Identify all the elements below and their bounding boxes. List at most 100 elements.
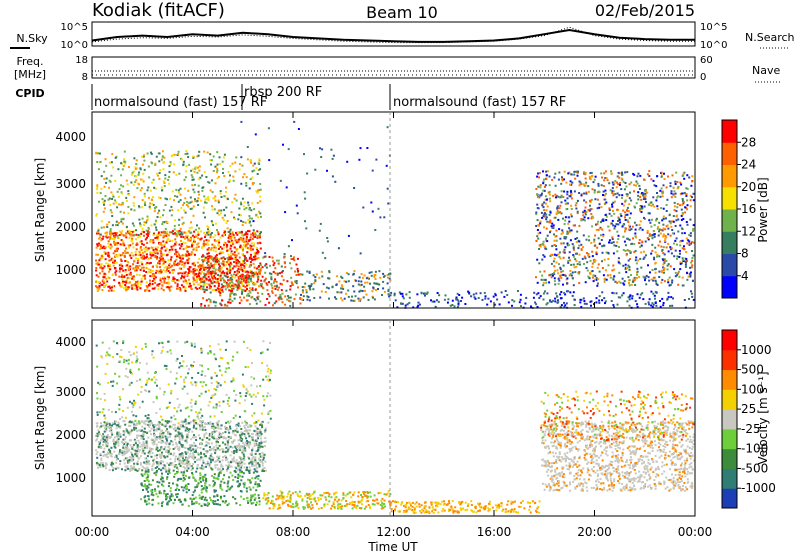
- echo-cell: [290, 267, 293, 270]
- echo-cell: [154, 219, 157, 222]
- echo-cell: [585, 181, 588, 184]
- echo-cell: [133, 428, 136, 431]
- echo-cell: [326, 240, 329, 243]
- echo-cell: [121, 192, 124, 195]
- echo-cell: [163, 181, 166, 184]
- echo-cell: [656, 175, 659, 178]
- echo-cell: [253, 251, 256, 254]
- echo-cell: [299, 302, 302, 305]
- echo-cell: [117, 195, 120, 198]
- echo-cell: [124, 423, 127, 426]
- echo-cell: [631, 225, 634, 228]
- colorbar-tick-label: 20: [741, 180, 756, 194]
- echo-cell: [174, 446, 177, 449]
- echo-cell: [177, 189, 180, 192]
- echo-cell: [182, 241, 185, 244]
- echo-cell: [132, 458, 135, 461]
- echo-cell: [584, 206, 587, 209]
- echo-cell: [226, 244, 229, 247]
- echo-cell: [274, 288, 277, 290]
- echo-cell: [118, 284, 121, 287]
- echo-cell: [188, 269, 191, 272]
- echo-cell: [590, 171, 593, 174]
- echo-cell: [95, 274, 98, 277]
- echo-cell: [555, 196, 557, 199]
- echo-cell: [195, 439, 198, 441]
- echo-cell: [608, 207, 611, 210]
- echo-cell: [189, 452, 192, 455]
- echo-cell: [541, 258, 544, 261]
- echo-cell: [105, 277, 108, 280]
- echo-cell: [644, 240, 647, 243]
- echo-cell: [590, 217, 593, 220]
- echo-cell: [181, 257, 184, 260]
- echo-cell: [205, 201, 208, 204]
- echo-cell: [221, 299, 224, 302]
- echo-cell: [140, 240, 143, 243]
- echo-cell: [237, 277, 240, 280]
- echo-cell: [567, 244, 570, 246]
- echo-cell: [537, 232, 540, 235]
- echo-cell: [129, 425, 132, 427]
- echo-cell: [230, 211, 233, 214]
- echo-cell: [109, 228, 112, 231]
- echo-cell: [150, 254, 153, 257]
- echo-cell: [103, 265, 106, 268]
- echo-cell: [209, 272, 212, 275]
- echo-cell: [682, 284, 685, 287]
- echo-cell: [653, 205, 656, 208]
- echo-cell: [117, 242, 120, 245]
- echo-cell: [162, 467, 165, 470]
- echo-cell: [229, 262, 232, 264]
- echo-cell: [207, 272, 210, 275]
- echo-cell: [335, 284, 338, 286]
- echo-cell: [228, 263, 231, 266]
- echo-cell: [192, 426, 195, 429]
- echo-cell: [198, 467, 201, 469]
- echo-cell: [156, 250, 159, 253]
- echo-cell: [353, 270, 356, 273]
- echo-cell: [115, 420, 117, 423]
- echo-cell: [560, 182, 563, 185]
- echo-cell: [572, 245, 575, 248]
- echo-cell: [242, 205, 245, 208]
- echo-cell: [112, 462, 115, 465]
- echo-cell: [96, 188, 99, 191]
- echo-cell: [261, 462, 264, 465]
- echo-cell: [138, 264, 141, 267]
- echo-cell: [168, 165, 171, 168]
- echo-cell: [255, 440, 258, 442]
- echo-cell: [204, 423, 207, 425]
- echo-cell: [229, 174, 231, 177]
- echo-cell: [228, 271, 231, 274]
- echo-cell: [387, 202, 390, 205]
- echo-cell: [203, 453, 206, 456]
- echo-cell: [233, 273, 235, 276]
- echo-cell: [214, 165, 217, 168]
- echo-cell: [284, 266, 287, 269]
- echo-cell: [243, 240, 245, 243]
- echo-cell: [685, 221, 688, 223]
- echo-cell: [253, 242, 256, 245]
- echo-cell: [130, 173, 133, 176]
- echo-cell: [249, 244, 252, 247]
- echo-cell: [233, 216, 236, 219]
- echo-cell: [156, 234, 158, 237]
- echo-cell: [197, 274, 200, 277]
- echo-cell: [237, 265, 240, 268]
- echo-cell: [97, 433, 100, 436]
- echo-cell: [599, 226, 602, 229]
- echo-cell: [248, 442, 251, 445]
- echo-cell: [570, 229, 573, 232]
- echo-cell: [560, 274, 563, 277]
- echo-cell: [211, 191, 214, 194]
- echo-cell: [621, 197, 623, 199]
- echo-cell: [327, 287, 330, 290]
- echo-cell: [679, 181, 682, 184]
- echo-cell: [686, 278, 689, 281]
- echo-cell: [279, 296, 282, 299]
- echo-cell: [174, 455, 177, 458]
- echo-cell: [168, 426, 171, 429]
- echo-cell: [673, 255, 676, 258]
- echo-cell: [132, 254, 135, 257]
